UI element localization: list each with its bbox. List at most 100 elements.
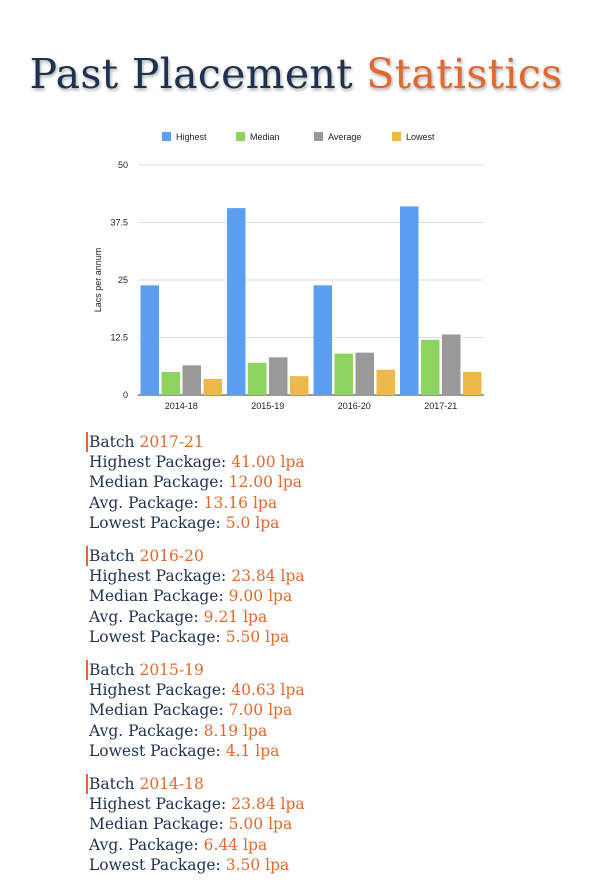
bar-lowest-2015-19 — [290, 376, 309, 395]
batch-year: 2017-21 — [139, 433, 204, 451]
bar-median-2014-18 — [161, 372, 180, 395]
bar-highest-2014-18 — [140, 285, 159, 395]
batch-year: 2016-20 — [139, 547, 204, 566]
batch-block: Batch 2014-18 Highest Package: 23.84 lpa… — [86, 774, 566, 875]
batch-label: Batch — [89, 547, 135, 566]
lowest-package-label: Lowest Package: — [89, 741, 221, 760]
median-package-line: Median Package: 7.00 lpa — [86, 700, 566, 720]
median-package-label: Median Package: — [89, 587, 224, 606]
lowest-package-line: Lowest Package: 5.50 lpa — [86, 627, 566, 647]
highest-package-line: Highest Package: 41.00 lpa — [86, 452, 566, 472]
bar-chart-svg: 0 12.5 25 37.5 50 Lacs per annum 2014-18 2015-1… — [93, 132, 484, 411]
lowest-package-value: 4.1 lpa — [225, 741, 280, 760]
bar-average-2016-20 — [355, 352, 374, 395]
bar-highest-2016-20 — [313, 285, 332, 395]
median-package-value: 7.00 lpa — [228, 701, 293, 720]
bar-median-2015-19 — [248, 362, 267, 395]
highest-package-line: Highest Package: 23.84 lpa — [86, 794, 566, 814]
batch-block: Batch 2015-19 Highest Package: 40.63 lpa… — [86, 660, 566, 761]
legend-swatch-median — [236, 132, 245, 141]
lowest-package-value: 3.50 lpa — [225, 855, 290, 874]
lowest-package-line: Lowest Package: 4.1 lpa — [86, 741, 566, 761]
median-package-line: Median Package: 9.00 lpa — [86, 586, 566, 606]
bar-highest-2017-21 — [400, 206, 419, 395]
batch-list: Batch 2017-21 Highest Package: 41.00 lpa… — [86, 432, 566, 888]
lowest-package-label: Lowest Package: — [89, 627, 221, 646]
y-tick-label: 12.5 — [110, 333, 128, 343]
legend-label-median: Median — [250, 132, 280, 142]
highest-package-label: Highest Package: — [89, 681, 227, 700]
y-tick-label: 0 — [123, 390, 128, 400]
highest-package-value: 40.63 lpa — [231, 681, 305, 700]
average-package-value: 9.21 lpa — [203, 607, 268, 626]
bar-average-2017-21 — [442, 334, 461, 395]
y-tick-label: 25 — [118, 275, 128, 285]
highest-package-value: 41.00 lpa — [231, 453, 305, 472]
lowest-package-label: Lowest Package: — [89, 855, 221, 874]
average-package-value: 13.16 lpa — [203, 493, 278, 512]
batch-block: Batch 2016-20 Highest Package: 23.84 lpa… — [86, 546, 566, 647]
legend-swatch-lowest — [392, 132, 401, 141]
legend-label-highest: Highest — [176, 132, 207, 142]
median-package-line: Median Package: 12.00 lpa — [86, 472, 566, 492]
batch-year: 2015-19 — [139, 661, 204, 680]
lowest-package-value: 5.0 lpa — [225, 513, 280, 532]
lowest-package-line: Lowest Package: 3.50 lpa — [86, 855, 566, 875]
legend-swatch-highest — [162, 132, 171, 141]
average-package-line: Avg. Package: 9.21 lpa — [86, 607, 566, 627]
batch-heading: Batch 2015-19 — [86, 660, 566, 681]
batch-year: 2014-18 — [139, 775, 204, 794]
average-package-line: Avg. Package: 8.19 lpa — [86, 721, 566, 741]
bar-highest-2015-19 — [227, 208, 246, 395]
placement-chart: 0 12.5 25 37.5 50 Lacs per annum 2014-18 2015-1… — [86, 122, 506, 422]
median-package-label: Median Package: — [89, 815, 224, 834]
lowest-package-value: 5.50 lpa — [225, 627, 290, 646]
y-tick-label: 50 — [118, 160, 128, 170]
legend-swatch-average — [314, 132, 323, 141]
average-package-line: Avg. Package: 13.16 lpa — [86, 493, 566, 513]
highest-package-label: Highest Package: — [89, 795, 227, 814]
x-tick-label: 2014-18 — [165, 401, 198, 411]
batch-heading: Batch 2017-21 — [86, 432, 566, 453]
median-package-label: Median Package: — [89, 473, 224, 492]
bar-lowest-2017-21 — [463, 372, 482, 395]
y-tick-label: 37.5 — [110, 218, 128, 228]
highest-package-label: Highest Package: — [89, 453, 227, 472]
median-package-line: Median Package: 5.00 lpa — [86, 814, 566, 834]
average-package-value: 6.44 lpa — [203, 835, 268, 854]
y-axis-title: Lacs per annum — [93, 248, 103, 313]
bar-lowest-2014-18 — [203, 378, 222, 395]
lowest-package-line: Lowest Package: 5.0 lpa — [86, 513, 566, 533]
bar-average-2015-19 — [269, 357, 288, 395]
bar-average-2014-18 — [182, 365, 201, 395]
legend-label-average: Average — [328, 132, 361, 142]
highest-package-line: Highest Package: 40.63 lpa — [86, 680, 566, 700]
median-package-label: Median Package: — [89, 701, 224, 720]
average-package-label: Avg. Package: — [89, 835, 199, 854]
median-package-value: 5.00 lpa — [228, 815, 293, 834]
average-package-label: Avg. Package: — [89, 607, 199, 626]
average-package-label: Avg. Package: — [89, 721, 199, 740]
highest-package-label: Highest Package: — [89, 567, 227, 586]
highest-package-value: 23.84 lpa — [231, 795, 305, 814]
average-package-value: 8.19 lpa — [203, 721, 268, 740]
batch-label: Batch — [89, 661, 135, 680]
median-package-value: 12.00 lpa — [228, 473, 303, 492]
page-title-part1: Past Placement — [29, 50, 353, 98]
batch-heading: Batch 2014-18 — [86, 774, 566, 795]
lowest-package-label: Lowest Package: — [89, 513, 221, 532]
batch-label: Batch — [89, 433, 135, 451]
average-package-line: Avg. Package: 6.44 lpa — [86, 835, 566, 855]
highest-package-value: 23.84 lpa — [231, 567, 305, 586]
bar-median-2017-21 — [421, 339, 440, 395]
x-tick-label: 2017-21 — [424, 401, 457, 411]
batch-block: Batch 2017-21 Highest Package: 41.00 lpa… — [86, 432, 566, 533]
average-package-label: Avg. Package: — [89, 493, 199, 512]
median-package-value: 9.00 lpa — [228, 587, 293, 606]
x-tick-label: 2016-20 — [338, 401, 371, 411]
x-tick-label: 2015-19 — [251, 401, 284, 411]
bar-lowest-2016-20 — [376, 369, 395, 395]
legend-label-lowest: Lowest — [406, 132, 435, 142]
batch-heading: Batch 2016-20 — [86, 546, 566, 567]
page-title: Past Placement Statistics — [0, 44, 592, 104]
